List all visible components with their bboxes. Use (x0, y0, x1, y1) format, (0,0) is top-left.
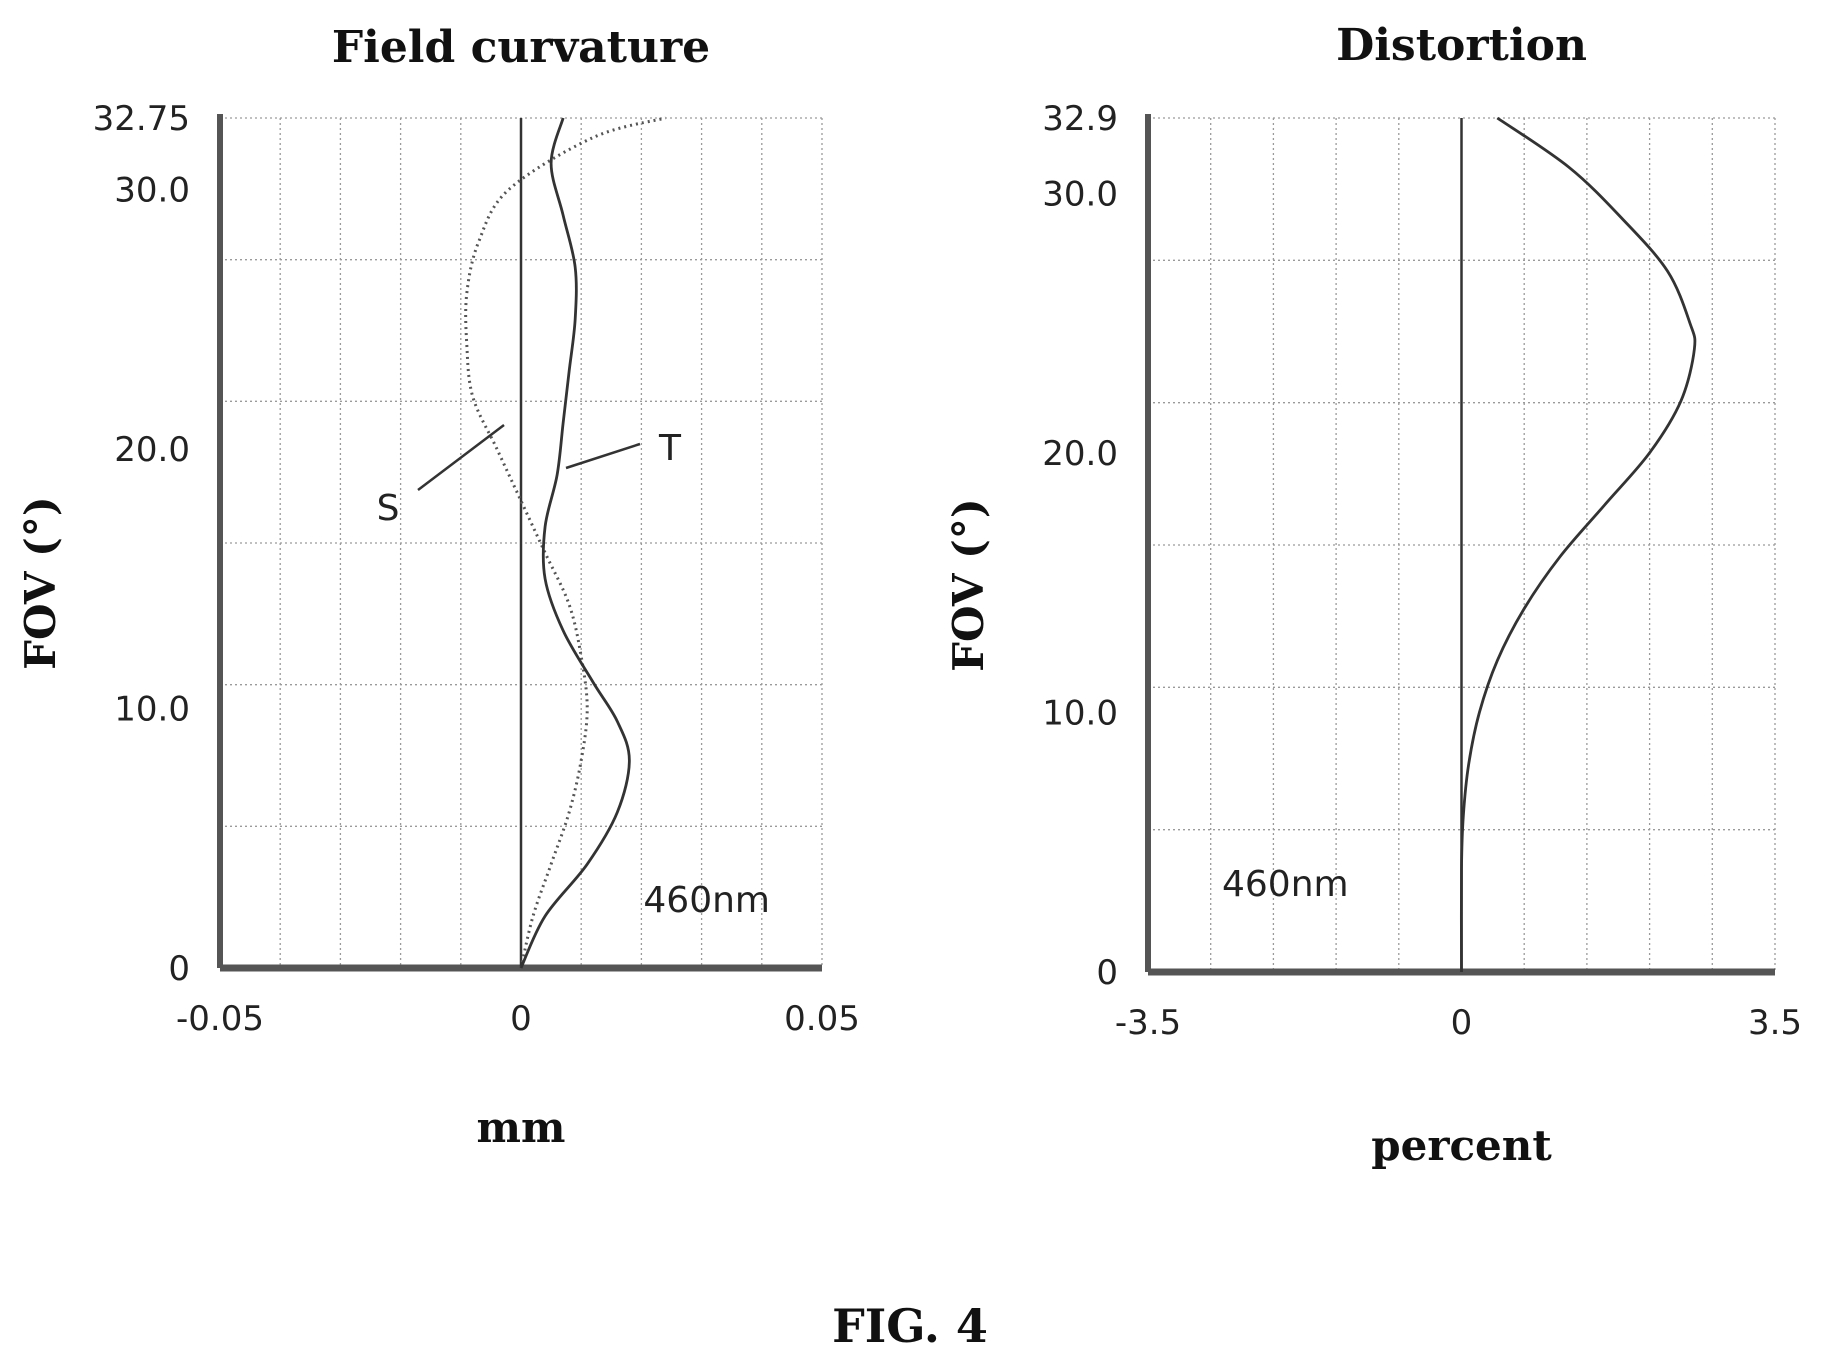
y-tick-label: 10.0 (114, 689, 190, 729)
y-tick-label: 20.0 (1042, 434, 1118, 474)
y-tick-label: 10.0 (1042, 693, 1118, 733)
field-curvature-chart: Field curvature 0 10.0 20.0 30.0 32.75 -0.05 0 0… (16, 22, 860, 1152)
y-axis-label: FOV (°) (944, 498, 993, 672)
chart-title: Field curvature (332, 22, 710, 73)
wavelength-annotation: 460nm (643, 880, 770, 921)
callout-label-t: T (658, 428, 682, 469)
x-tick-label: 0 (1451, 1003, 1473, 1043)
figure-caption: FIG. 4 (832, 1299, 988, 1353)
callout-leader-s (417, 424, 505, 491)
y-tick-label: 20.0 (114, 430, 190, 470)
y-tick-label: 0 (168, 949, 190, 989)
y-axis-label: FOV (°) (16, 496, 65, 670)
x-axis-label: mm (477, 1103, 566, 1152)
series-line-s (464, 116, 666, 969)
x-tick-label: -3.5 (1115, 1003, 1181, 1043)
y-tick-label: 30.0 (114, 170, 190, 210)
x-tick-label: 0.05 (784, 999, 860, 1039)
x-tick-label: -0.05 (176, 999, 264, 1039)
callout-leader-t (565, 442, 641, 470)
y-tick-label: 30.0 (1042, 174, 1118, 214)
y-tick-label: 0 (1096, 953, 1118, 993)
distortion-chart: Distortion 0 10.0 20.0 30.0 32.9 -3.5 0 3.5 perce… (944, 20, 1802, 1170)
chart-title: Distortion (1336, 20, 1587, 71)
callout-label-s: S (377, 488, 400, 529)
series-line-t (519, 117, 631, 969)
x-tick-label: 3.5 (1748, 1003, 1802, 1043)
x-axis-label: percent (1371, 1121, 1552, 1170)
y-tick-label: 32.9 (1042, 99, 1118, 139)
y-tick-label: 32.75 (93, 99, 190, 139)
wavelength-annotation: 460nm (1222, 864, 1349, 905)
series-line-distortion (1459, 116, 1697, 973)
x-tick-label: 0 (510, 999, 532, 1039)
